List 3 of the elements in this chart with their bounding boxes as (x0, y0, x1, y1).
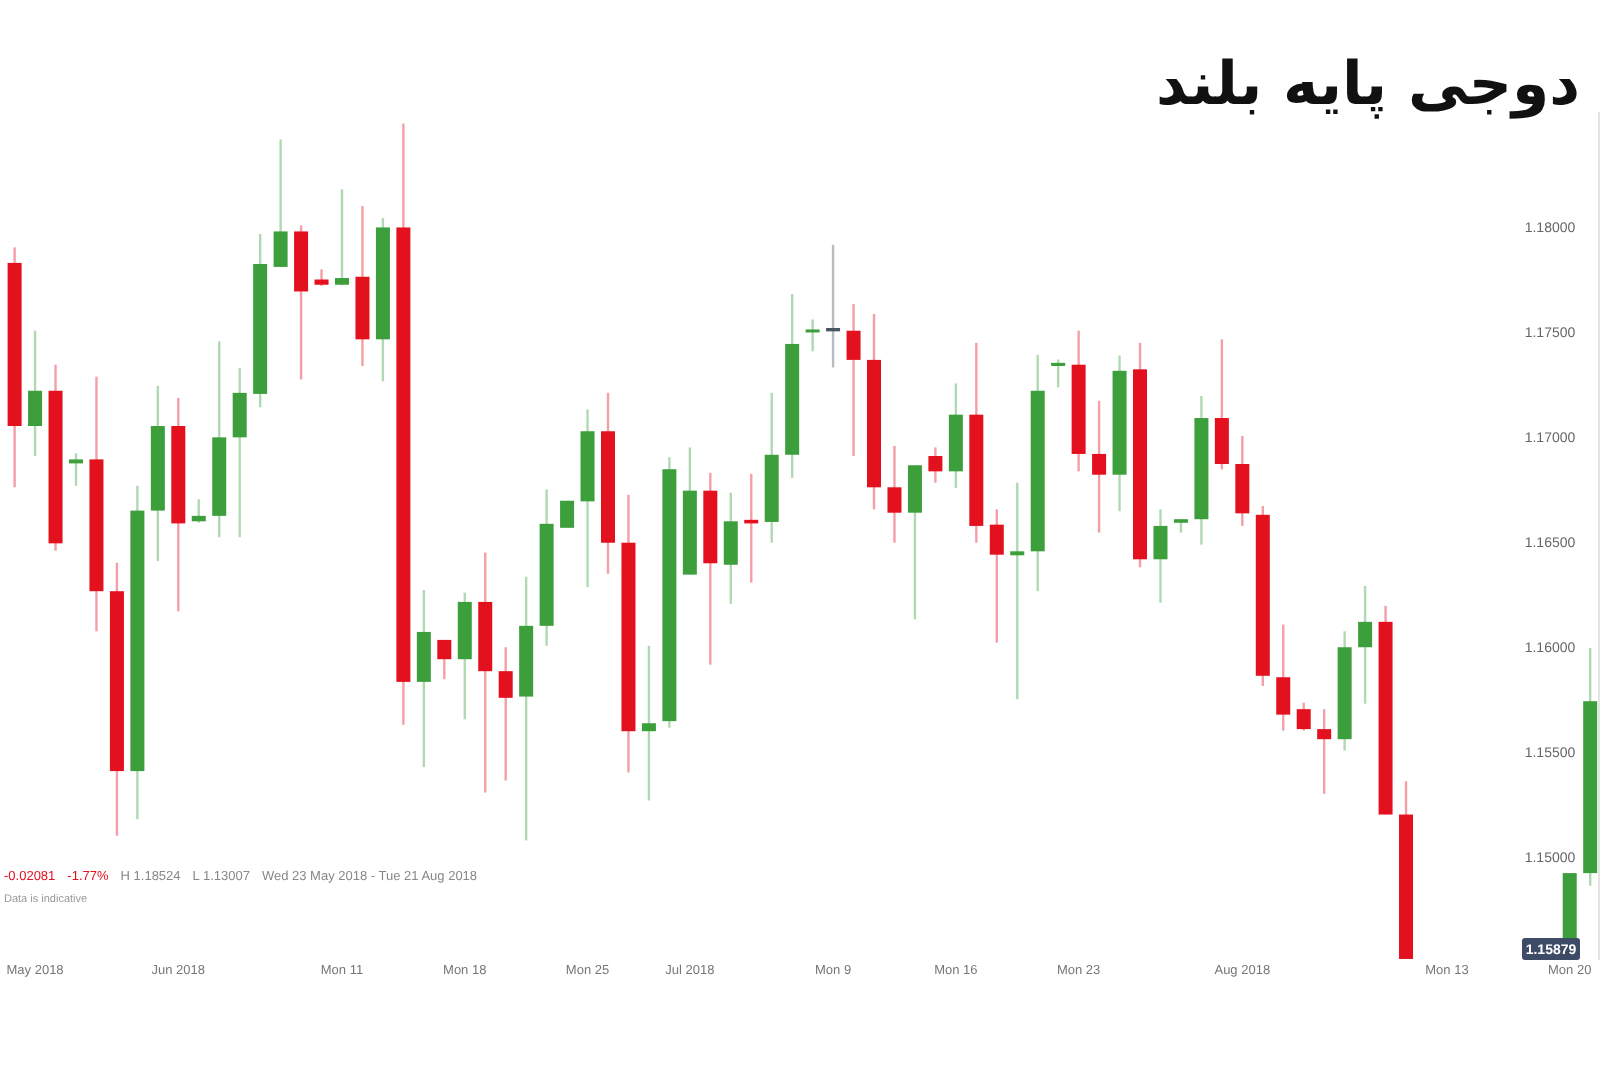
candlestick (560, 499, 575, 530)
candlestick (314, 268, 329, 288)
chart-title: دوجی پایه بلند (1156, 50, 1580, 120)
